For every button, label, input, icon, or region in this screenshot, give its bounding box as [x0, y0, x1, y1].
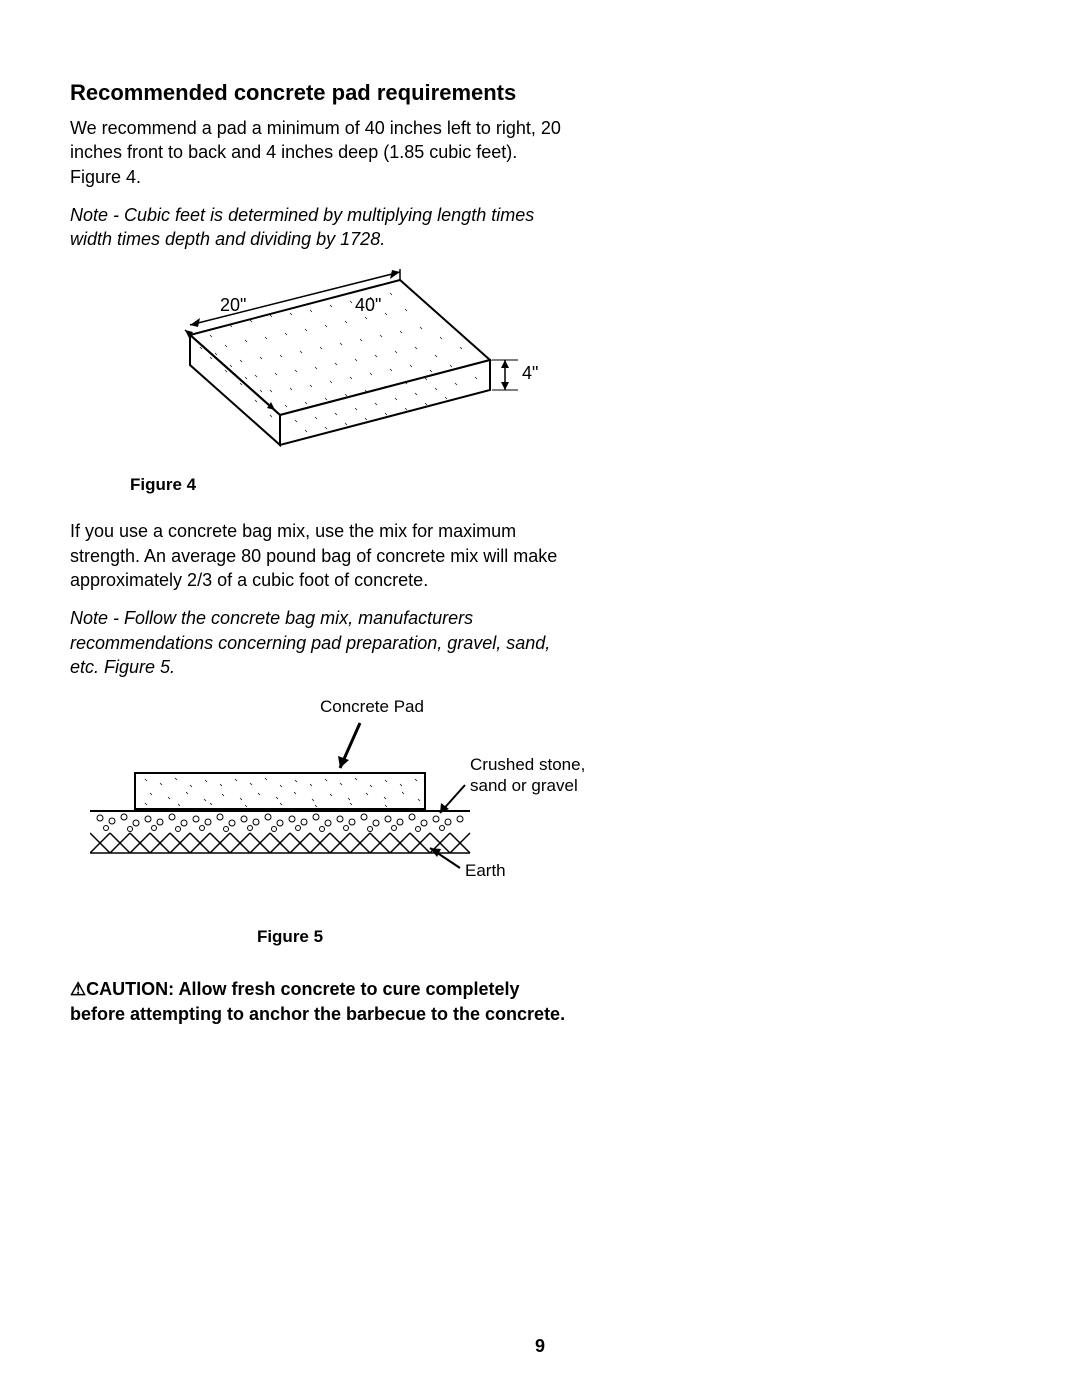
figure-5: Concrete Pad Crushed stone, sand or grav…	[90, 693, 570, 923]
fig5-label-earth: Earth	[465, 861, 506, 881]
figure-5-caption: Figure 5	[10, 927, 570, 947]
page: Recommended concrete pad requirements We…	[0, 0, 1080, 1397]
figure-4-caption: Figure 4	[130, 475, 196, 495]
note-1: Note - Cubic feet is determined by multi…	[70, 203, 570, 252]
figure-4: 20" 40" 4"	[130, 265, 550, 485]
caution-text: ⚠CAUTION: Allow fresh concrete to cure c…	[70, 977, 570, 1026]
figure-4-wrap: 20" 40" 4" Figure 4	[70, 265, 570, 495]
paragraph-1: We recommend a pad a minimum of 40 inche…	[70, 116, 570, 189]
fig5-label-stone: Crushed stone, sand or gravel	[470, 755, 590, 796]
fig4-dim-length: 40"	[355, 295, 381, 316]
content-column: Recommended concrete pad requirements We…	[70, 80, 570, 1026]
fig4-dim-width: 20"	[220, 295, 246, 316]
fig4-dim-depth: 4"	[522, 363, 538, 384]
section-heading: Recommended concrete pad requirements	[70, 80, 570, 106]
paragraph-2: If you use a concrete bag mix, use the m…	[70, 519, 570, 592]
warning-icon: ⚠	[70, 979, 86, 999]
note-2: Note - Follow the concrete bag mix, manu…	[70, 606, 570, 679]
page-number: 9	[0, 1336, 1080, 1357]
figure-5-wrap: Concrete Pad Crushed stone, sand or grav…	[70, 693, 570, 947]
caution-body: CAUTION: Allow fresh concrete to cure co…	[70, 979, 565, 1023]
figure-4-svg	[130, 265, 550, 485]
fig5-label-pad: Concrete Pad	[320, 697, 424, 717]
